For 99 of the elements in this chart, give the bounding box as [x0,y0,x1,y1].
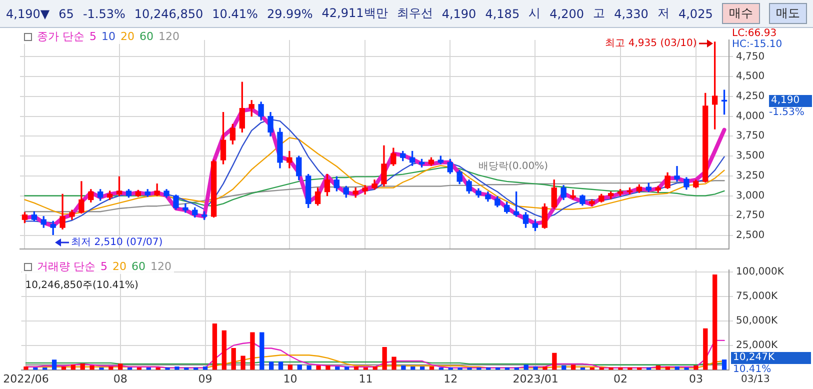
bar [326,366,330,370]
y-tick-label: 100,000K [736,266,784,278]
y-tick-label: 2,500 [736,230,765,242]
bar [570,364,576,370]
bar [52,360,57,370]
bar [382,346,387,370]
bar [222,330,226,370]
text: 5 [100,260,108,273]
text: 65 [58,6,74,20]
x-tick-label: 08 [113,372,128,386]
bar [260,332,264,370]
text: 5 [90,30,96,43]
bar [288,364,293,370]
bar [712,274,718,370]
bar [80,364,85,370]
x-tick-label: 09 [198,372,212,386]
text: 20 [112,260,126,273]
text: 4,190▼ [6,6,50,20]
text: 4,190 [442,6,476,20]
bar [174,366,180,370]
text: -1.53% [769,107,804,120]
bar [278,362,284,370]
text: 4,200 [550,6,584,20]
text: 60 [140,30,154,43]
annotation: 최고 4,935 (03/10) [605,38,697,50]
annotation: 10,246,850주(10.41%) [25,280,138,292]
candlestick [674,166,680,182]
bar [250,332,255,370]
text: 매도 [768,3,807,24]
bar [231,348,236,370]
x-tick-label: 2022/06 [3,372,49,386]
text: 29.99% [266,6,313,20]
text: 고 [593,5,606,22]
bar [70,364,76,370]
bar [90,366,94,370]
bar [656,366,661,370]
bar [118,364,123,370]
text: 10,246,850 [134,6,204,20]
text: 4,190 [769,95,812,108]
text: -1.53% [82,6,126,20]
text: 03/13 [741,374,770,386]
text: 60 [132,260,146,273]
text: 저 [657,5,670,22]
x-tick-label: 2023/01 [512,372,558,386]
bar [524,364,528,370]
bar [401,366,406,370]
bar [297,364,302,370]
y-tick-label: 4,000 [736,110,765,122]
bar [240,356,246,370]
x-tick-label: 11 [358,372,373,386]
bar [306,366,312,370]
text: 10.41% [212,6,258,20]
text: 120 [150,260,172,273]
legend-title: 거래량 단순 [37,259,96,274]
x-tick-label: 10 [283,372,298,386]
y-tick-label: 75,000K [736,291,778,302]
bar [212,323,218,370]
text: LC:66.93 [732,28,777,40]
x-tick-label: 02 [613,372,628,386]
bar [533,366,538,370]
text: HC:-15.10 [732,39,782,51]
text: 4,330 [614,6,648,20]
bar [703,328,708,370]
x-tick-label: 03 [688,372,703,386]
bar [392,356,396,370]
candlestick [570,190,576,200]
bar [694,366,698,370]
text: 120 [158,30,180,43]
bar [316,366,321,370]
annotation: 배당락(0.00%) [478,161,548,174]
y-tick-label: 50,000K [736,315,778,326]
text: 최우선 [396,5,433,22]
text: 10,247K [731,352,811,364]
y-tick-label: 4,250 [736,91,765,102]
bar [269,362,274,370]
y-tick-label: 3,000 [736,190,765,202]
text: 4,185 [485,6,520,20]
y-tick-label: 4,750 [736,51,765,62]
annotation: 최저 2,510 (07/07) [71,236,163,249]
legend-title: 종가 단순 [37,29,84,44]
text: 42,911백만 [322,5,388,22]
bar [722,359,727,370]
y-tick-label: 25,000K [736,340,778,351]
text: 매수 [722,3,760,24]
text: 20 [120,30,134,43]
y-tick-label: 3,750 [736,130,765,142]
text: 10 [102,30,116,43]
y-tick-label: 3,500 [736,150,765,162]
text: 4,025 [678,6,713,20]
bar [542,366,548,370]
y-tick-label: 3,250 [736,170,765,182]
text: 시 [528,5,541,22]
x-tick-label: 12 [444,372,458,386]
text: 10.41% [733,364,772,375]
y-tick-label: 4,500 [736,71,765,82]
bar [562,366,566,370]
bar [552,352,557,370]
y-tick-label: 2,750 [736,210,765,222]
bar [24,366,28,370]
